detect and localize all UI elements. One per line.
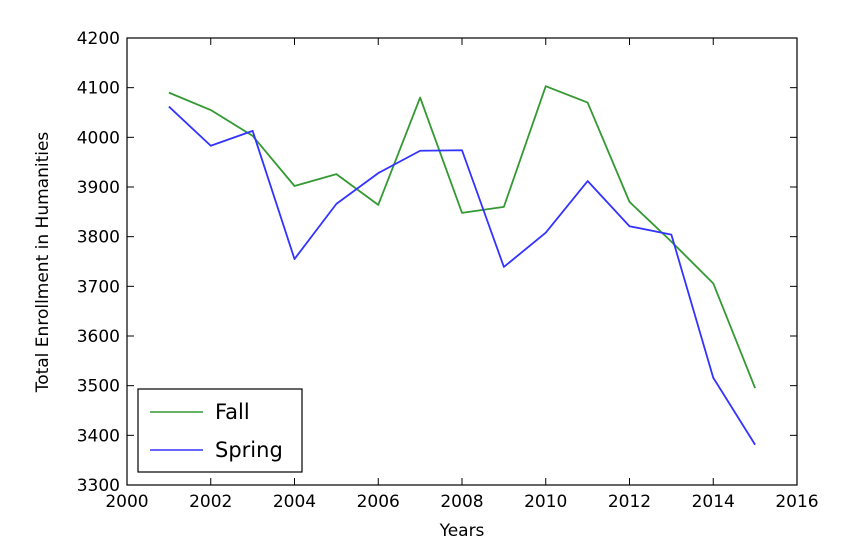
y-tick-label: 3600 bbox=[77, 327, 120, 347]
y-tick-label: 4000 bbox=[77, 128, 120, 148]
series-lines bbox=[168, 85, 756, 446]
x-tick-label: 2010 bbox=[524, 492, 567, 512]
legend: Fall Spring bbox=[137, 388, 303, 473]
legend-label-spring: Spring bbox=[215, 438, 283, 462]
legend-box bbox=[137, 388, 303, 473]
x-tick-label: 2012 bbox=[608, 492, 651, 512]
y-tick-labels: 3300 3400 3500 3600 3700 3800 3900 4000 4100 4200 bbox=[77, 29, 120, 496]
x-tick-label: 2014 bbox=[692, 492, 735, 512]
x-tick-label: 2000 bbox=[105, 492, 148, 512]
y-tick-label: 4200 bbox=[77, 29, 120, 49]
x-tick-label: 2016 bbox=[775, 492, 818, 512]
y-tick-label: 3300 bbox=[77, 476, 120, 496]
x-tick-label: 2002 bbox=[189, 492, 232, 512]
plot-frame bbox=[126, 37, 798, 486]
y-tick-label: 3900 bbox=[77, 178, 120, 198]
y-tick-label: 3700 bbox=[77, 277, 120, 297]
x-tick-labels: 2000 2002 2004 2006 2008 2010 2012 2014 2016 bbox=[105, 492, 818, 512]
x-tick-label: 2008 bbox=[440, 492, 483, 512]
y-tick-label: 3800 bbox=[77, 228, 120, 248]
x-tick-label: 2006 bbox=[357, 492, 400, 512]
y-axis-label: Total Enrollment in Humanities bbox=[33, 132, 53, 394]
series-line-spring bbox=[168, 105, 756, 446]
x-axis-label: Years bbox=[439, 521, 485, 541]
series-line-fall bbox=[168, 85, 756, 389]
y-tick-label: 3400 bbox=[77, 426, 120, 446]
legend-label-fall: Fall bbox=[215, 400, 250, 424]
y-tick-label: 4100 bbox=[77, 79, 120, 99]
x-tick-label: 2004 bbox=[273, 492, 316, 512]
y-tick-label: 3500 bbox=[77, 377, 120, 397]
